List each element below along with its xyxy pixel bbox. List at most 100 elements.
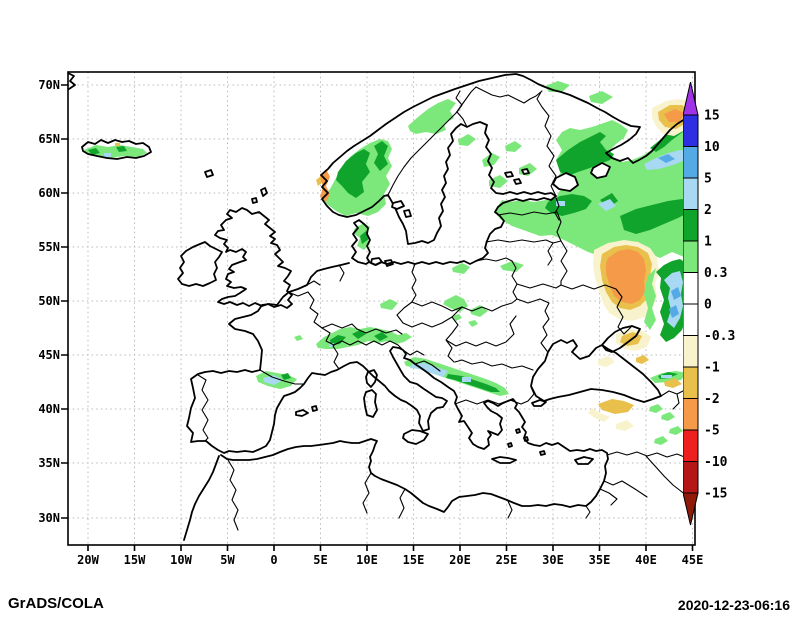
- danish-islands: [370, 257, 394, 267]
- patch: [658, 154, 675, 163]
- patch: [616, 420, 634, 431]
- colorbar-segment: [683, 240, 699, 273]
- lon-label: 40E: [635, 553, 657, 567]
- patch: [654, 436, 668, 445]
- lon-label: 5E: [313, 553, 327, 567]
- ireland-coast: [177, 241, 223, 287]
- lat-label: 50N: [38, 294, 60, 308]
- right-edge-band: [644, 259, 686, 342]
- patch: [661, 375, 672, 378]
- black-sea-coast: [530, 339, 662, 403]
- lon-label: 30E: [542, 553, 564, 567]
- patch: [468, 320, 478, 327]
- patch: [482, 153, 500, 167]
- patch: [263, 375, 283, 385]
- patch: [644, 268, 656, 330]
- lon-label: 10W: [170, 553, 192, 567]
- patch: [294, 335, 303, 341]
- lon-label: 10E: [356, 553, 378, 567]
- lat-label: 35N: [38, 456, 60, 470]
- lake-onega: [590, 162, 611, 179]
- sea-of-azov: [601, 325, 641, 353]
- colorbar-segment: [683, 429, 699, 462]
- lat-label: 60N: [38, 186, 60, 200]
- lon-label: 5W: [220, 553, 235, 567]
- patch: [669, 426, 683, 435]
- patch: [556, 201, 565, 206]
- colorbar-label: 15: [704, 109, 720, 124]
- sicily: [402, 429, 429, 445]
- patch: [606, 249, 646, 304]
- lat-label: 40N: [38, 402, 60, 416]
- lon-label: 20E: [449, 553, 471, 567]
- patch: [115, 143, 120, 146]
- patch: [374, 141, 388, 171]
- patch: [88, 148, 100, 155]
- colorbar-segment: [683, 398, 699, 431]
- patch: [505, 141, 522, 152]
- patch: [330, 335, 346, 345]
- sardinia: [363, 389, 378, 418]
- patch: [116, 146, 127, 152]
- continental-coast: [186, 262, 609, 513]
- patch: [329, 343, 334, 347]
- colorbar-label: 0.3: [704, 266, 727, 281]
- patch: [374, 332, 388, 341]
- colorbar-segment: [683, 303, 699, 336]
- lat-label: 65N: [38, 132, 60, 146]
- scandinavia-outer-coast: [320, 73, 695, 216]
- patch: [380, 299, 398, 310]
- patch: [620, 199, 692, 234]
- patch: [84, 145, 147, 158]
- lat-label: 45N: [38, 348, 60, 362]
- colorbar-label: -1: [704, 361, 720, 376]
- colorbar-segment: [683, 461, 699, 494]
- patch: [598, 199, 616, 211]
- lat-label: 55N: [38, 240, 60, 254]
- colorbar-segment: [683, 366, 699, 399]
- dark-green-patches: [88, 117, 694, 392]
- colorbar-segment: [683, 177, 699, 210]
- patch: [661, 412, 675, 421]
- sea-of-marmara: [531, 399, 547, 407]
- lon-label: 35E: [589, 553, 611, 567]
- patch: [104, 153, 111, 157]
- lat-label: 30N: [38, 511, 60, 525]
- colorbar-bottom-triangle: [683, 492, 699, 526]
- lon-axis-labels: 20W 15W 10W 5W 0 5E 10E 15E 20E 25E 30E …: [77, 553, 703, 567]
- patch: [664, 109, 684, 122]
- light-blue-patches: [104, 150, 689, 385]
- balearics: [295, 405, 318, 417]
- patch: [452, 314, 462, 321]
- patch: [669, 305, 679, 318]
- patch: [281, 373, 291, 380]
- country-borders: [197, 86, 695, 531]
- lon-label: 25E: [496, 553, 518, 567]
- lat-axis-labels: 70N 65N 60N 55N 50N 45N 40N 35N 30N: [38, 78, 60, 525]
- patch: [452, 263, 470, 274]
- patch: [598, 356, 615, 367]
- patch: [589, 91, 613, 104]
- colorbar-segment: [683, 114, 699, 147]
- patch: [556, 132, 614, 176]
- patch: [598, 399, 634, 414]
- colorbar-label: 2: [704, 203, 712, 218]
- colorbar-segment: [683, 146, 699, 179]
- colorbar-label: -5: [704, 424, 720, 439]
- lon-label: 0: [270, 553, 277, 567]
- patch: [664, 378, 682, 388]
- morocco-coast: [183, 455, 220, 541]
- aegean-islands: [507, 428, 546, 456]
- colorbar-label: -0.3: [704, 329, 735, 344]
- cyprus: [574, 456, 594, 465]
- faroe: [204, 169, 214, 178]
- patch: [649, 404, 663, 413]
- colorbar-segment: [683, 335, 699, 368]
- patch: [671, 287, 681, 300]
- patch: [352, 330, 366, 339]
- colorbar-label: -10: [704, 455, 728, 470]
- iceland-coast: [81, 139, 152, 160]
- grads-credit: GrADS/COLA: [8, 595, 104, 612]
